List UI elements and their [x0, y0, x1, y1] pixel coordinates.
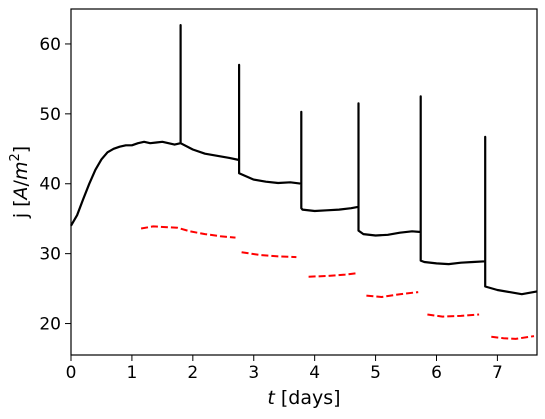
y-axis: 20 30 40 50 60	[39, 35, 71, 335]
x-axis: 0 1 2 3 4 5 6 7	[66, 355, 503, 383]
plot-area	[70, 24, 538, 340]
y-tick-label: 60	[39, 35, 61, 55]
series-2-line-segment-2	[241, 251, 297, 259]
y-tick-label: 30	[39, 245, 61, 265]
series-2-line-segment-3	[308, 272, 358, 278]
x-tick-label: 2	[187, 363, 198, 383]
x-tick-label: 0	[66, 363, 77, 383]
x-tick-label: 5	[370, 363, 381, 383]
y-tick-label: 50	[39, 105, 61, 125]
series-2-line-segment-1	[140, 225, 236, 239]
y-tick-label: 40	[39, 175, 61, 195]
x-axis-label: t [days]	[267, 387, 340, 409]
series-1-line	[70, 24, 538, 296]
y-tick-label: 20	[39, 315, 61, 335]
y-axis-label: j [A/m2]	[8, 146, 32, 219]
x-tick-label: 4	[309, 363, 320, 383]
series-2-line-segment-6	[491, 335, 535, 340]
x-tick-label: 6	[431, 363, 442, 383]
x-tick-label: 1	[127, 363, 138, 383]
x-tick-label: 7	[492, 363, 503, 383]
series-2-line-segment-5	[427, 313, 480, 318]
series-2-line-segment-4	[366, 291, 419, 298]
x-tick-label: 3	[248, 363, 259, 383]
plot-frame	[70, 8, 538, 356]
